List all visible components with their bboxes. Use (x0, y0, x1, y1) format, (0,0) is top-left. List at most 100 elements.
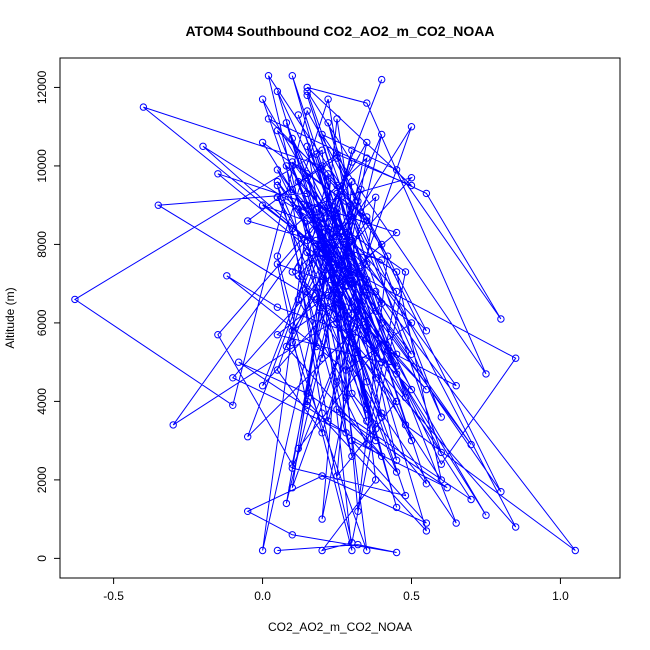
data-point (154, 201, 163, 209)
data-point (422, 385, 431, 394)
data-point (303, 142, 311, 151)
data-point (294, 177, 302, 186)
data-point (482, 370, 490, 378)
data-point (288, 268, 296, 276)
data-point (318, 162, 326, 170)
data-point (318, 354, 326, 362)
data-point (378, 413, 386, 421)
data-point (363, 213, 371, 221)
data-point (324, 225, 332, 233)
data-point (229, 401, 237, 409)
data-point (333, 209, 341, 217)
data-point (348, 452, 356, 460)
data-point (318, 244, 326, 253)
data-point (273, 546, 282, 555)
data-point (392, 370, 401, 378)
data-point (392, 397, 401, 406)
data-point (348, 546, 356, 555)
data-point (288, 134, 296, 143)
data-point (342, 429, 350, 437)
data-point (318, 248, 326, 257)
data-point (288, 225, 296, 233)
data-point (312, 342, 320, 351)
data-point (258, 382, 267, 390)
series-line (73, 75, 576, 553)
data-point (312, 221, 320, 229)
data-point (342, 197, 350, 205)
data-point (264, 72, 273, 80)
y-tick-label: 4000 (35, 388, 49, 415)
data-point (288, 484, 296, 492)
data-point (372, 436, 380, 445)
data-point (282, 119, 291, 127)
data-point (407, 385, 416, 394)
data-point (342, 240, 350, 249)
data-point (324, 119, 332, 127)
data-point (401, 393, 410, 402)
data-point (407, 350, 416, 358)
data-point (273, 252, 282, 260)
x-tick-label: -0.5 (103, 589, 124, 603)
data-point (264, 115, 273, 123)
data-point (363, 405, 371, 413)
data-point (348, 436, 356, 445)
data-point (348, 272, 356, 280)
data-point (372, 476, 380, 484)
y-tick-label: 0 (35, 555, 49, 562)
data-point (372, 374, 380, 382)
data-point (282, 342, 291, 351)
data-point (348, 264, 356, 272)
data-point (342, 311, 350, 319)
y-tick-label: 6000 (35, 309, 49, 336)
data-point (437, 460, 445, 468)
data-point (392, 166, 401, 174)
data-point (282, 499, 291, 508)
series-layer (71, 72, 579, 557)
data-point (378, 256, 386, 264)
data-point (199, 142, 207, 151)
data-point (357, 185, 365, 194)
data-point (303, 83, 311, 92)
data-point (512, 523, 520, 531)
data-point (214, 331, 222, 339)
data-point (312, 236, 320, 245)
data-point (354, 307, 362, 315)
data-point (303, 201, 311, 209)
data-point (392, 268, 401, 276)
data-point (392, 503, 401, 512)
data-point (318, 429, 326, 437)
data-point (288, 72, 296, 80)
data-point (333, 115, 341, 123)
data-point (357, 209, 365, 217)
chart-title: ATOM4 Southbound CO2_AO2_m_CO2_NOAA (185, 23, 494, 39)
data-point (348, 177, 356, 186)
data-point (348, 319, 356, 327)
data-point (363, 260, 371, 268)
data-point (401, 268, 410, 276)
data-point (294, 444, 302, 453)
data-point (294, 264, 302, 272)
data-point (363, 217, 371, 225)
data-point (342, 393, 350, 402)
data-point (354, 507, 362, 515)
data-point (401, 491, 410, 500)
data-point (333, 295, 341, 304)
data-point (354, 197, 362, 205)
data-point (363, 291, 371, 300)
y-axis: 0 2000 4000 6000 8000 10000 12000 (35, 70, 61, 562)
data-point (333, 213, 341, 221)
data-point (348, 213, 356, 221)
data-point (318, 515, 326, 523)
data-point (392, 456, 401, 464)
data-point (273, 177, 282, 186)
data-point (392, 362, 401, 370)
data-point (437, 476, 445, 484)
x-axis-label: CO2_AO2_m_CO2_NOAA (268, 620, 412, 634)
data-point (363, 138, 371, 147)
data-point (437, 413, 445, 421)
data-point (303, 389, 311, 398)
data-point (452, 382, 460, 390)
data-point (333, 225, 341, 233)
data-point (407, 319, 416, 327)
data-point (512, 354, 520, 362)
